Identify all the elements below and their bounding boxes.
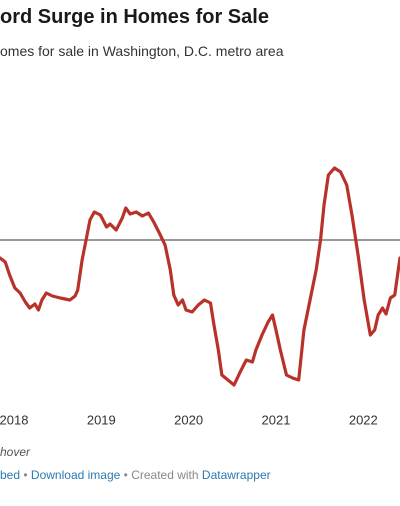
chart-subtitle: omes for sale in Washington, D.C. metro …: [0, 43, 284, 59]
x-tick-label: 2020: [174, 412, 203, 427]
footer: bed • Download image • Created with Data…: [0, 468, 271, 482]
chart-title: ord Surge in Homes for Sale: [0, 6, 269, 28]
x-tick-label: 2021: [262, 412, 291, 427]
credit: Created with: [131, 468, 199, 482]
embed-link[interactable]: bed: [0, 468, 21, 482]
download-link[interactable]: Download image: [30, 468, 121, 482]
separator: •: [23, 468, 28, 482]
chart: 2018 2019 2020 2021 2022: [0, 166, 400, 427]
x-tick-label: 2022: [349, 412, 378, 427]
datawrapper-link[interactable]: Datawrapper: [201, 468, 271, 482]
data-line: [0, 166, 400, 387]
x-tick-label: 2019: [87, 412, 116, 427]
note: hover: [0, 445, 31, 459]
separator: •: [123, 468, 128, 482]
x-tick-label: 2018: [0, 412, 28, 427]
